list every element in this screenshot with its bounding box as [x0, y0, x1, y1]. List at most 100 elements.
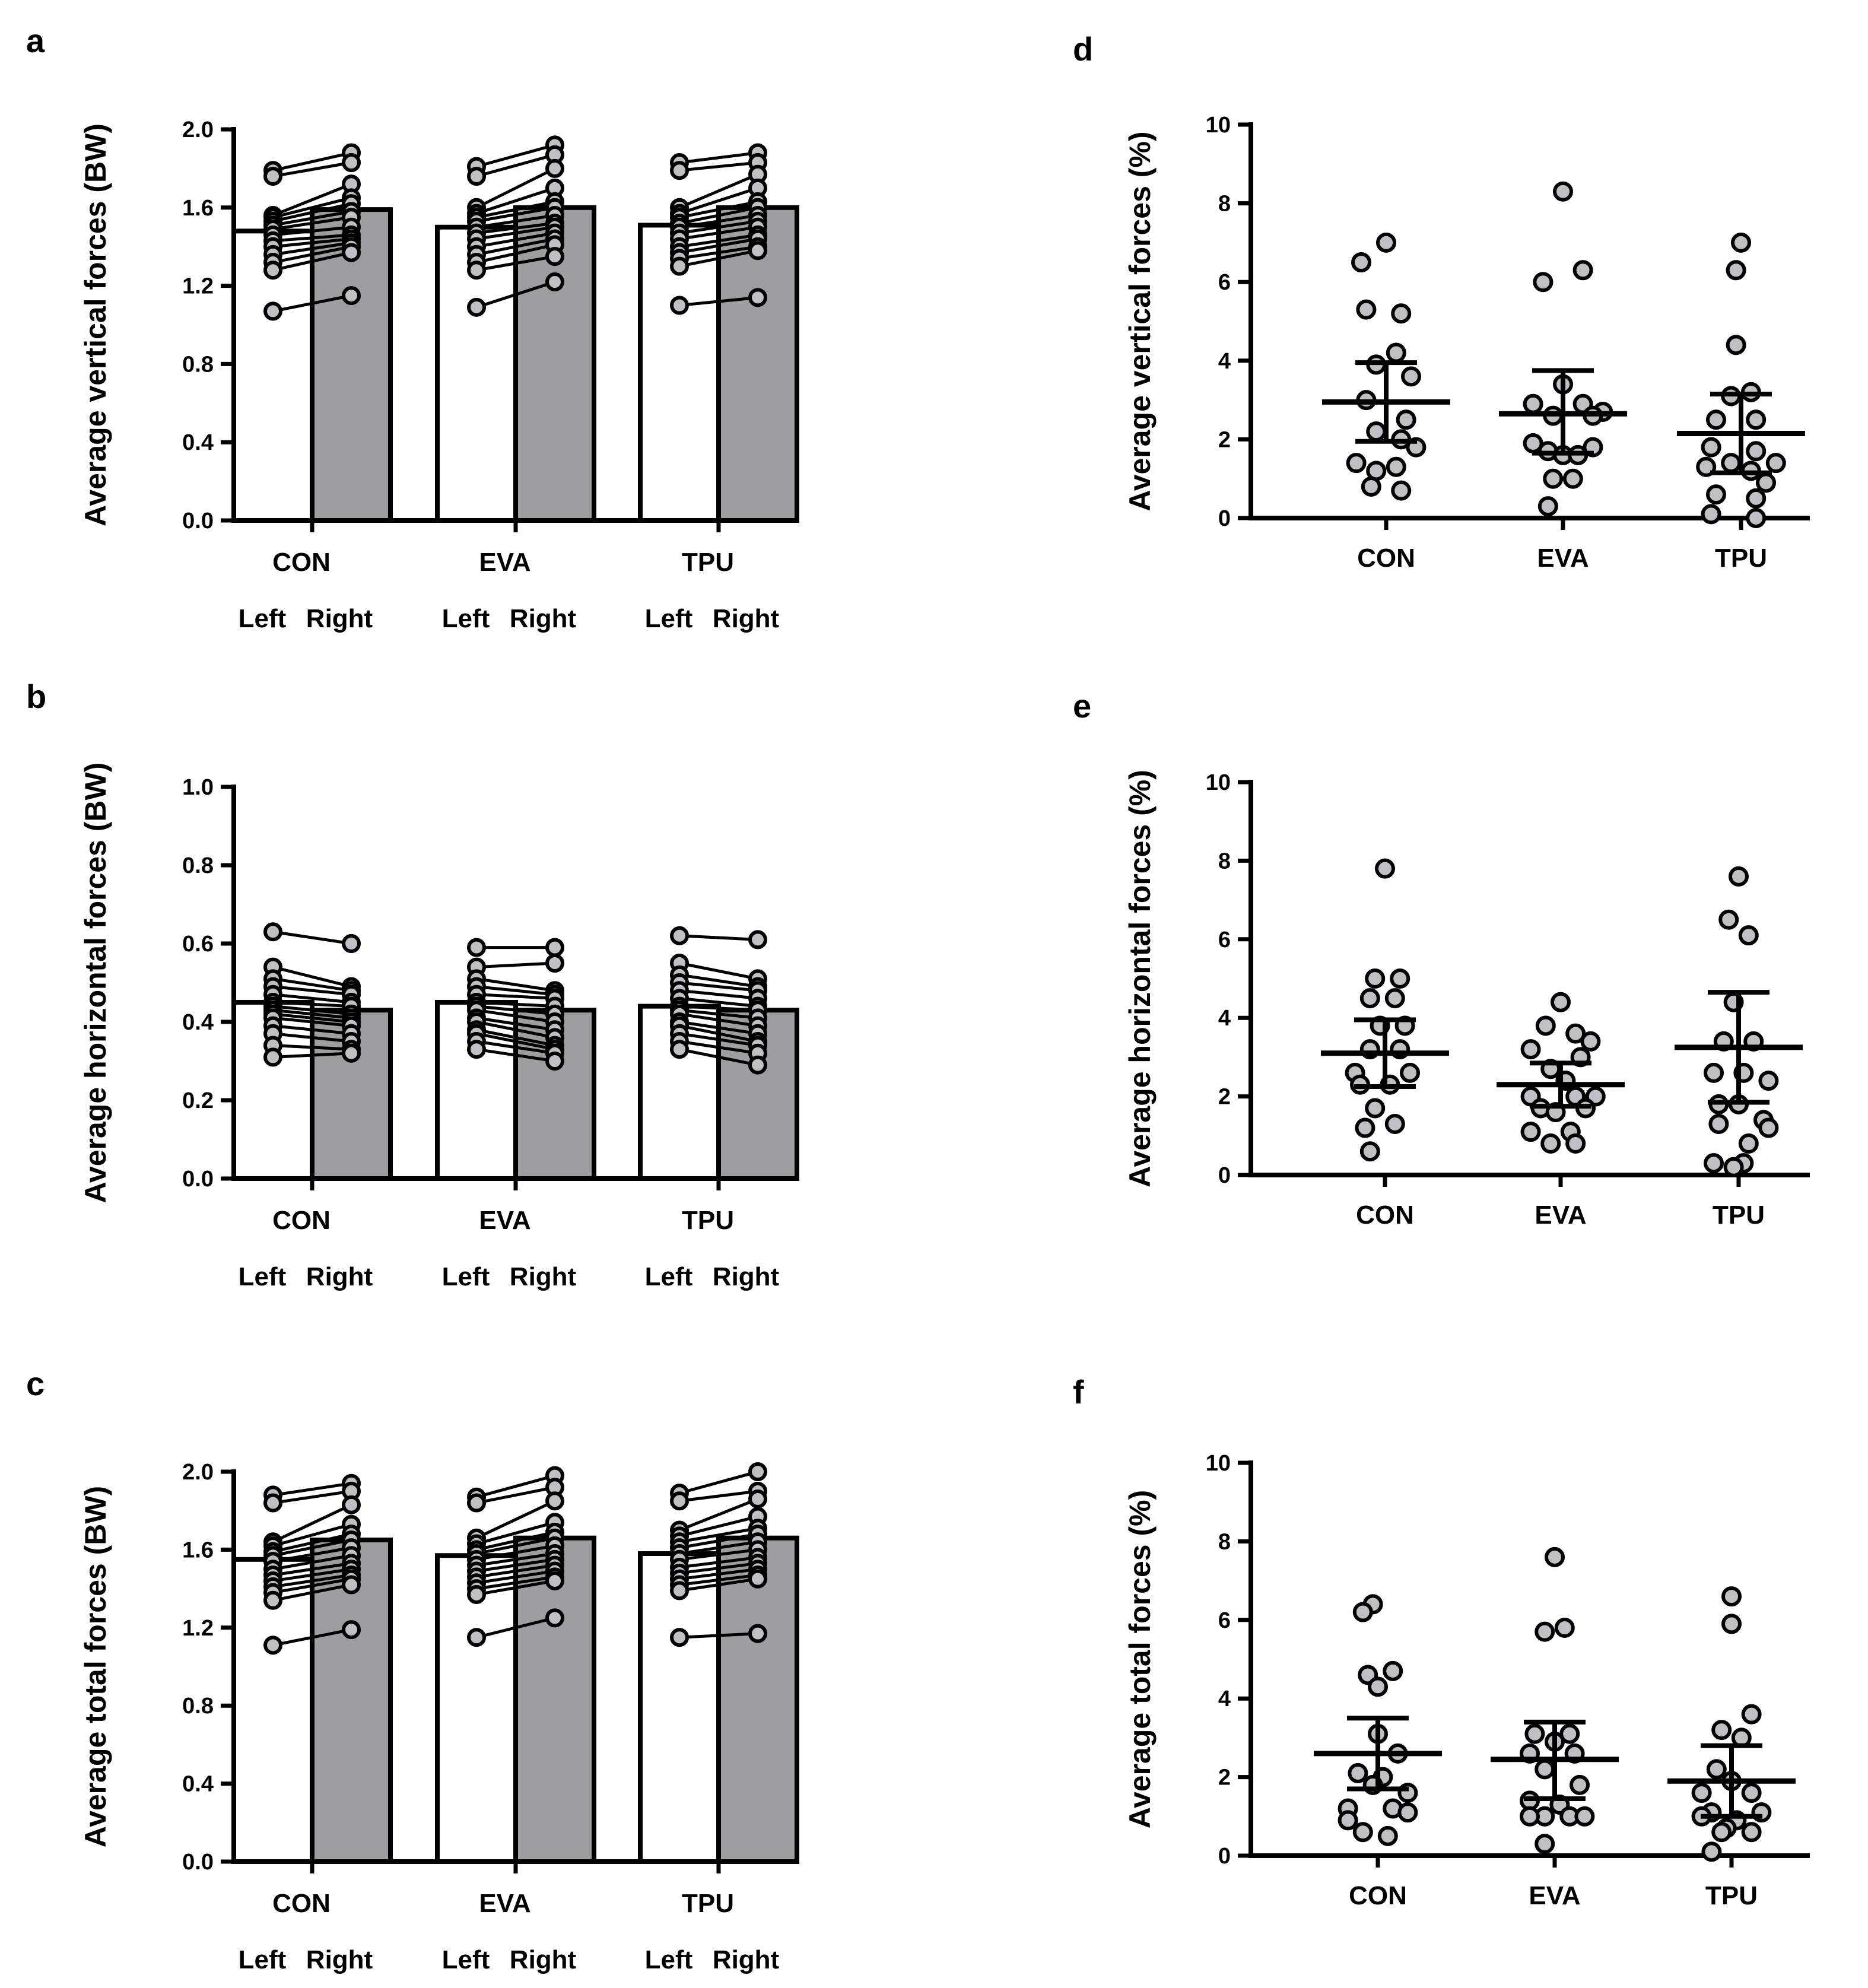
data-point: [1524, 1723, 1545, 1744]
pair-line: [476, 1558, 555, 1573]
side-label-right: Right: [306, 1262, 373, 1291]
y-tick-label: 0.8: [182, 352, 214, 377]
point-left: [263, 1636, 282, 1655]
y-tick-label: 0: [1218, 1163, 1231, 1188]
category-label: CON: [1357, 544, 1415, 573]
pair-line: [475, 167, 556, 209]
data-point: [1346, 453, 1367, 474]
side-label-right: Right: [713, 1262, 780, 1291]
category-label: EVA: [479, 1889, 530, 1918]
data-point: [1718, 909, 1739, 930]
pair-line: [272, 985, 352, 996]
panel-letter: c: [26, 1365, 45, 1402]
data-point: [1741, 1822, 1762, 1843]
pair-line: [679, 1024, 758, 1043]
pair-line: [272, 1503, 352, 1544]
y-tick-label: 6: [1218, 270, 1231, 295]
point-left: [467, 1628, 486, 1647]
pair-line: [476, 985, 555, 996]
category-label: CON: [272, 1889, 331, 1918]
data-point: [1396, 409, 1416, 430]
pair-line: [476, 280, 555, 309]
point-right: [342, 1620, 361, 1640]
data-point: [1535, 1621, 1555, 1642]
data-point: [1706, 409, 1726, 430]
point-left: [467, 1040, 486, 1059]
y-tick-label: 4: [1218, 1687, 1231, 1711]
y-tick-label: 8: [1218, 849, 1231, 874]
y-tick-label: 0.2: [182, 1088, 214, 1113]
side-label-right: Right: [713, 1945, 780, 1974]
point-left: [670, 296, 689, 315]
pair-line: [679, 226, 758, 240]
pair-line: [679, 1556, 758, 1569]
pair-line: [476, 1520, 555, 1545]
y-tick-label: 10: [1206, 770, 1231, 795]
data-point: [1386, 342, 1406, 363]
data-point: [1738, 925, 1759, 946]
point-left: [670, 1040, 689, 1059]
panel-letter: f: [1073, 1373, 1084, 1411]
side-label-left: Left: [442, 604, 490, 633]
pair-line: [476, 993, 555, 1000]
data-point: [1355, 1117, 1375, 1138]
point-right: [342, 1495, 361, 1514]
pair-line: [272, 1490, 352, 1505]
data-point: [1580, 1031, 1601, 1052]
pair-line: [272, 1523, 352, 1548]
pair-line: [272, 209, 352, 227]
pair-line: [272, 1583, 352, 1602]
pair-line: [272, 1012, 352, 1024]
point-left: [263, 922, 282, 942]
pair-line: [476, 186, 555, 215]
pair-line: [476, 1530, 555, 1551]
data-point: [1535, 1834, 1555, 1854]
data-point: [1535, 1015, 1556, 1036]
data-point: [1565, 1023, 1586, 1044]
pair-line: [476, 143, 555, 169]
pair-line: [679, 1032, 758, 1047]
pair-line: [679, 1577, 758, 1592]
data-point: [1348, 1762, 1368, 1783]
panel-b: b 0.0 0.2 0.4 0.6 0.8 1.0 CON Left Right EVA Left Ri…: [26, 678, 799, 1291]
point-right: [545, 247, 564, 266]
y-tick-label: 0.0: [182, 509, 214, 533]
data-point: [1543, 468, 1564, 489]
point-right: [545, 954, 564, 973]
category-label: CON: [1356, 1201, 1414, 1230]
pair-line: [272, 930, 352, 945]
data-point: [1545, 1546, 1565, 1567]
data-point: [1570, 1774, 1590, 1795]
pair-line: [272, 1008, 352, 1020]
data-point: [1738, 1133, 1759, 1154]
pair-line: [476, 1032, 555, 1051]
data-point: [1540, 1133, 1561, 1154]
pair-line: [272, 215, 352, 231]
pair-line: [476, 1564, 555, 1579]
pair-line: [679, 1020, 758, 1036]
pair-line: [679, 1008, 758, 1020]
data-point: [1352, 1822, 1373, 1843]
pair-line: [679, 1497, 758, 1532]
pair-line: [272, 1573, 352, 1589]
pair-line: [679, 296, 758, 307]
point-right: [545, 158, 564, 178]
side-label-left: Left: [239, 1945, 287, 1974]
pair-line: [679, 1532, 758, 1549]
panel-letter: d: [1073, 30, 1093, 68]
side-label-left: Left: [239, 604, 287, 633]
category-label: EVA: [1535, 1201, 1586, 1230]
y-tick-label: 1.2: [182, 1616, 214, 1641]
category-label: EVA: [479, 1206, 530, 1235]
data-point: [1359, 988, 1380, 1009]
data-point: [1701, 1841, 1722, 1862]
pair-line: [476, 1028, 555, 1047]
data-point: [1356, 299, 1377, 320]
point-right: [748, 1055, 767, 1075]
y-tick-label: 1.6: [182, 1538, 214, 1563]
pair-line: [272, 1001, 352, 1008]
pair-line: [679, 206, 758, 225]
y-tick-label: 0.8: [182, 1694, 214, 1719]
pair-line: [679, 934, 758, 941]
data-point: [1400, 1062, 1420, 1083]
